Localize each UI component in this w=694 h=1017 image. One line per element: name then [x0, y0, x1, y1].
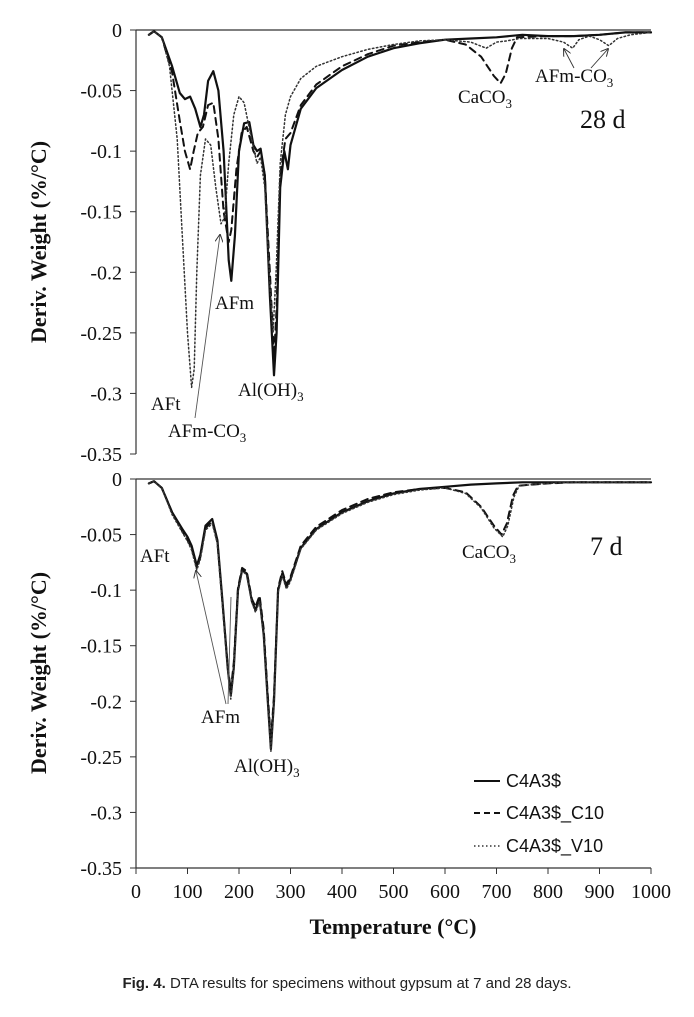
y-tick-label: -0.3 — [90, 802, 122, 824]
x-tick-label: 200 — [224, 881, 254, 903]
x-tick-label: 100 — [173, 881, 203, 903]
x-tick-label: 400 — [327, 881, 357, 903]
arrow-afm-7d-left — [196, 571, 227, 705]
caption-text: DTA results for specimens without gypsum… — [169, 975, 572, 992]
x-axis-title: Temperature (°C) — [309, 914, 476, 939]
x-tick-label: 300 — [276, 881, 306, 903]
annotation-caco3-7d: CaCO3 — [462, 542, 516, 566]
y-tick-label: -0.3 — [90, 383, 122, 405]
y-tick-label: -0.15 — [80, 202, 122, 224]
x-tick-label: 0 — [131, 881, 141, 903]
y-tick-label: -0.15 — [80, 636, 122, 658]
arrow-afm-co3-right-28d — [590, 49, 608, 69]
legend-label: C4A3$_V10 — [506, 836, 603, 857]
arrow-afm-co3-bottom-28d — [194, 235, 220, 419]
x-tick-label: 600 — [430, 881, 460, 903]
series-layer-28d — [147, 30, 653, 389]
legend-item-c4a3: C4A3$ — [474, 771, 561, 791]
annotation-aloh3-28d: Al(OH)3 — [238, 380, 304, 404]
annotation-afm-28d: AFm — [215, 293, 254, 314]
y-tick-label: -0.2 — [90, 691, 122, 713]
annotation-afm-co3-right-28d: AFm-CO3 — [535, 66, 613, 90]
legend-item-c4a3-c10: C4A3$_C10 — [474, 803, 604, 824]
caption-label: Fig. 4. — [122, 975, 166, 992]
arrow-afm-co3-left-28d — [564, 49, 575, 69]
series-line-dotted-28d — [148, 30, 652, 389]
panel-label-7d: 7 d — [590, 532, 623, 561]
y-tick-label: -0.05 — [80, 525, 122, 547]
y-tick-label: -0.25 — [80, 323, 122, 345]
x-tick-label: 700 — [482, 881, 512, 903]
x-ticks-7d: 0 100 200 300 400 500 600 700 800 900 1000 — [131, 868, 671, 903]
annotation-caco3-28d: CaCO3 — [458, 87, 512, 111]
legend-label: C4A3$ — [506, 771, 561, 791]
annotation-afm-7d: AFm — [201, 707, 240, 728]
y-tick-label: -0.2 — [90, 262, 122, 284]
y-axis-title-7d: Deriv. Weight (%/°C) — [26, 572, 51, 774]
y-axis-title-28d: Deriv. Weight (%/°C) — [26, 141, 51, 343]
x-tick-label: 1000 — [631, 881, 671, 903]
y-tick-label: -0.1 — [90, 580, 122, 602]
y-tick-label: -0.35 — [80, 858, 122, 880]
y-tick-label: 0 — [112, 20, 122, 42]
legend-label: C4A3$_C10 — [506, 803, 604, 824]
legend-item-c4a3-v10: C4A3$_V10 — [474, 836, 603, 857]
y-tick-label: -0.35 — [80, 444, 122, 466]
series-line-dotted-7d — [148, 480, 652, 753]
x-tick-label: 900 — [585, 881, 615, 903]
x-tick-label: 800 — [533, 881, 563, 903]
y-ticks-28d: 0 -0.05 -0.1 -0.15 -0.2 -0.25 -0.3 -0.35 — [80, 20, 136, 466]
y-tick-label: -0.25 — [80, 747, 122, 769]
y-tick-label: -0.1 — [90, 141, 122, 163]
arrow-afm-7d-right — [227, 596, 232, 705]
y-tick-label: -0.05 — [80, 81, 122, 103]
legend: C4A3$ C4A3$_C10 C4A3$_V10 — [474, 771, 604, 857]
annotation-aloh3-7d: Al(OH)3 — [234, 756, 300, 780]
y-ticks-7d: 0 -0.05 -0.1 -0.15 -0.2 -0.25 -0.3 -0.35 — [80, 469, 136, 880]
annotation-afm-co3-left-28d: AFm-CO3 — [168, 421, 246, 445]
panel-label-28d: 28 d — [580, 105, 626, 134]
y-tick-label: 0 — [112, 469, 122, 491]
chart-panel-7d: 0 -0.05 -0.1 -0.15 -0.2 -0.25 -0.3 -0.35 0 100 20… — [26, 469, 671, 939]
series-layer-7d — [147, 480, 653, 753]
figure-caption: Fig. 4. DTA results for specimens withou… — [0, 975, 694, 992]
annotation-aft-28d: AFt — [151, 394, 181, 415]
x-tick-label: 500 — [379, 881, 409, 903]
annotation-aft-7d: AFt — [140, 546, 170, 567]
chart-panel-28d: 0 -0.05 -0.1 -0.15 -0.2 -0.25 -0.3 -0.35 Deriv.… — [26, 20, 653, 466]
